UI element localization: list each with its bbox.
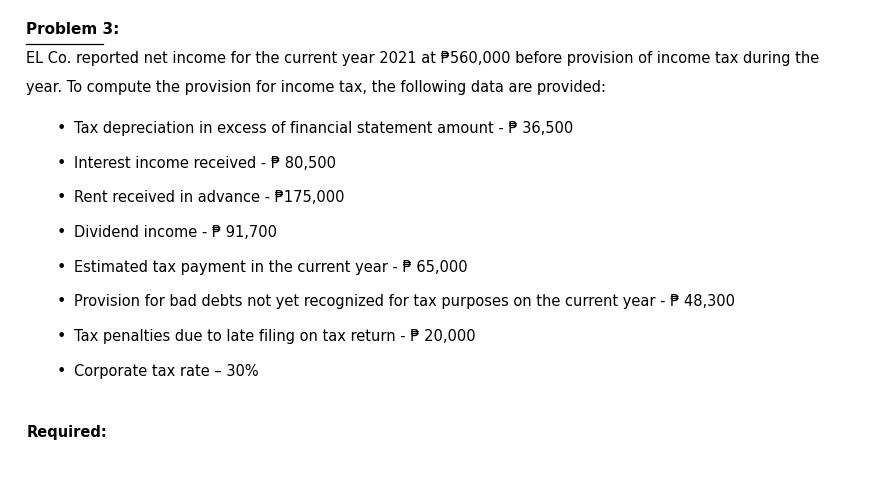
Text: Required:: Required: bbox=[26, 424, 107, 439]
Text: year. To compute the provision for income tax, the following data are provided:: year. To compute the provision for incom… bbox=[26, 80, 606, 95]
Text: •: • bbox=[57, 190, 66, 205]
Text: Estimated tax payment in the current year - ₱ 65,000: Estimated tax payment in the current yea… bbox=[74, 259, 468, 274]
Text: Interest income received - ₱ 80,500: Interest income received - ₱ 80,500 bbox=[74, 156, 336, 170]
Text: Dividend income - ₱ 91,700: Dividend income - ₱ 91,700 bbox=[74, 225, 277, 240]
Text: •: • bbox=[57, 225, 66, 240]
Text: EL Co. reported net income for the current year 2021 at ₱560,000 before provisio: EL Co. reported net income for the curre… bbox=[26, 50, 820, 65]
Text: Rent received in advance - ₱175,000: Rent received in advance - ₱175,000 bbox=[74, 190, 345, 205]
Text: •: • bbox=[57, 328, 66, 343]
Text: •: • bbox=[57, 259, 66, 274]
Text: •: • bbox=[57, 363, 66, 378]
Text: •: • bbox=[57, 294, 66, 309]
Text: Tax depreciation in excess of financial statement amount - ₱ 36,500: Tax depreciation in excess of financial … bbox=[74, 121, 574, 136]
Text: Tax penalties due to late filing on tax return - ₱ 20,000: Tax penalties due to late filing on tax … bbox=[74, 328, 476, 343]
Text: Provision for bad debts not yet recognized for tax purposes on the current year : Provision for bad debts not yet recogniz… bbox=[74, 294, 735, 309]
Text: Problem 3:: Problem 3: bbox=[26, 22, 120, 36]
Text: Corporate tax rate – 30%: Corporate tax rate – 30% bbox=[74, 363, 259, 378]
Text: •: • bbox=[57, 156, 66, 170]
Text: •: • bbox=[57, 121, 66, 136]
